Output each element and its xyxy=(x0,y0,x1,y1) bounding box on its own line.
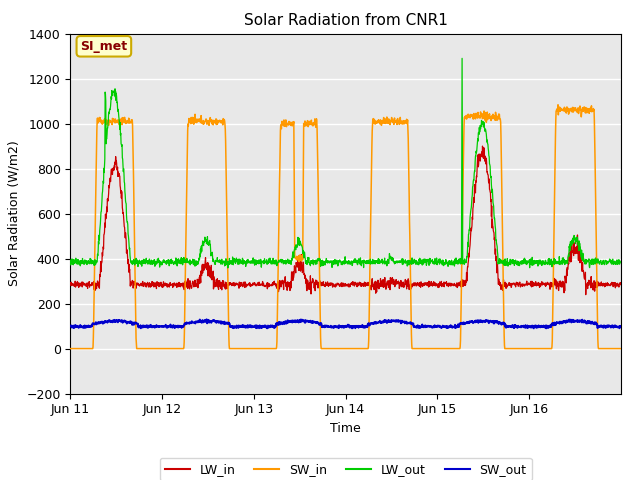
Y-axis label: Solar Radiation (W/m2): Solar Radiation (W/m2) xyxy=(8,141,20,287)
Legend: LW_in, SW_in, LW_out, SW_out: LW_in, SW_in, LW_out, SW_out xyxy=(159,458,532,480)
Title: Solar Radiation from CNR1: Solar Radiation from CNR1 xyxy=(244,13,447,28)
Text: SI_met: SI_met xyxy=(80,40,127,53)
X-axis label: Time: Time xyxy=(330,422,361,435)
